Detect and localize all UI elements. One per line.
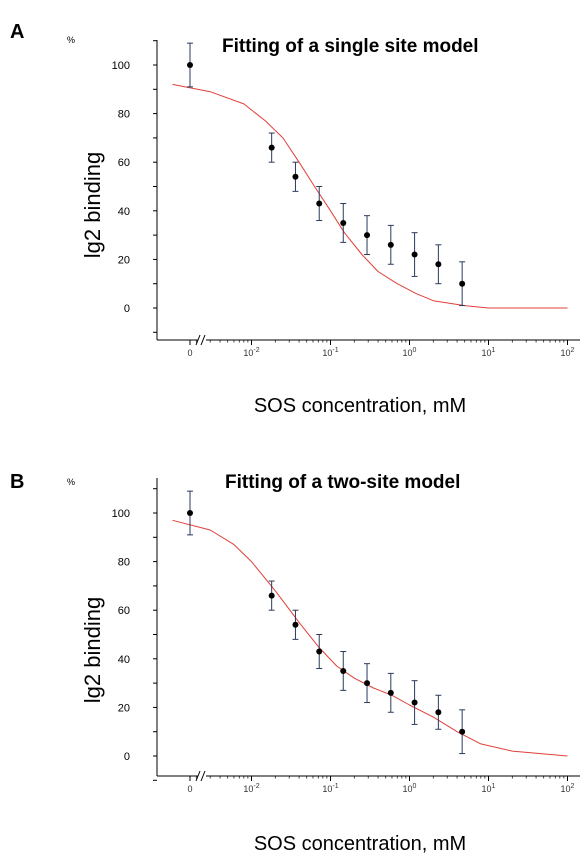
panel-a-data-point <box>387 241 394 248</box>
panel-b-title: Fitting of a two-site model <box>225 472 460 493</box>
panel-a-x-tick-label: 100 <box>403 347 417 358</box>
panel-a-x-tick-label: 102 <box>561 347 575 358</box>
panel-b-x-tick-label: 100 <box>403 783 417 794</box>
panel-b-x-tick-label: 10-2 <box>243 783 259 794</box>
panel-b-data-point <box>316 648 323 655</box>
panel-b-y-unit: % <box>67 477 75 487</box>
panel-b-x-tick-label: 102 <box>561 783 575 794</box>
panel-a-data-point <box>316 200 323 207</box>
panel-a-data-point <box>292 173 299 180</box>
panel-b-axis-break-mark <box>200 770 206 782</box>
panel-b-data-point <box>387 689 394 696</box>
panel-a-axis-break-mark <box>200 334 206 346</box>
panel-b-x-tick-label: 101 <box>482 783 496 794</box>
panel-a-x-tick-label: 10-2 <box>243 347 259 358</box>
panel-b-y-tick-label: 100 <box>112 508 130 520</box>
panel-a-y-axis-label: lg2 binding <box>80 152 105 258</box>
panel-b: B % Fitting of a two-site model lg2 bind… <box>10 471 466 855</box>
panel-b-y-axis-label: lg2 binding <box>80 597 105 703</box>
panel-b-fit-curve <box>172 519 568 757</box>
panel-a-axis-break-mark <box>195 334 201 346</box>
panel-b-data-point <box>292 621 299 628</box>
panel-a-data-point <box>364 232 371 239</box>
panel-b-plot: 0 20 40 60 80 100 0 10-2 10-1 100 101 102 <box>112 478 580 794</box>
panel-b-axis-break-mark <box>195 770 201 782</box>
panel-b-y-tick-label: 60 <box>118 605 130 617</box>
panel-b-x-axis-label: SOS concentration, mM <box>254 833 466 855</box>
panel-a-x-tick-label: 10-1 <box>322 347 338 358</box>
panel-b-letter: B <box>10 471 24 493</box>
panel-a-plot: 0 20 40 60 80 100 0 10-2 10-1 100 101 102 <box>112 40 580 358</box>
panel-a-y-tick-label: 0 <box>124 303 130 315</box>
panel-a-y-unit: % <box>67 35 75 45</box>
panel-b-y-tick-label: 0 <box>124 751 130 763</box>
panel-b-data-point <box>459 728 466 735</box>
panel-a-y-tick-label: 80 <box>118 109 130 121</box>
panel-a-y-tick-label: 20 <box>118 254 130 266</box>
panel-a-x-tick-label: 0 <box>187 348 192 358</box>
panel-b-data-point <box>268 592 275 599</box>
panel-b-x-tick-label: 0 <box>187 784 192 794</box>
panel-a-fit-curve <box>172 83 568 309</box>
panel-a-data-point <box>435 261 442 268</box>
panel-a-title: Fitting of a single site model <box>222 36 479 57</box>
panel-b-data-point <box>435 709 442 716</box>
panel-a-y-tick-label: 100 <box>112 60 130 72</box>
panel-b-data-point <box>187 510 193 516</box>
panel-a-data-point <box>340 219 347 226</box>
panel-b-y-tick-label: 20 <box>118 702 130 714</box>
panel-a-x-tick-label: 101 <box>482 347 496 358</box>
panel-a: A % Fitting of a single site model lg2 b… <box>10 21 479 417</box>
panel-a-letter: A <box>10 21 24 43</box>
panel-b-y-tick-label: 80 <box>118 557 130 569</box>
panel-b-x-tick-label: 10-1 <box>322 783 338 794</box>
panel-b-data-point <box>411 699 418 706</box>
panel-a-data-point <box>187 62 193 68</box>
panel-b-data-point <box>340 667 347 674</box>
panel-a-y-tick-label: 60 <box>118 157 130 169</box>
panel-a-data-point <box>411 251 418 258</box>
panel-b-y-tick-label: 40 <box>118 654 130 666</box>
panel-a-y-tick-label: 40 <box>118 206 130 218</box>
panel-a-data-point <box>268 144 275 151</box>
panel-a-x-axis-label: SOS concentration, mM <box>254 395 466 417</box>
panel-b-data-point <box>364 680 371 687</box>
panel-a-data-point <box>459 280 466 287</box>
